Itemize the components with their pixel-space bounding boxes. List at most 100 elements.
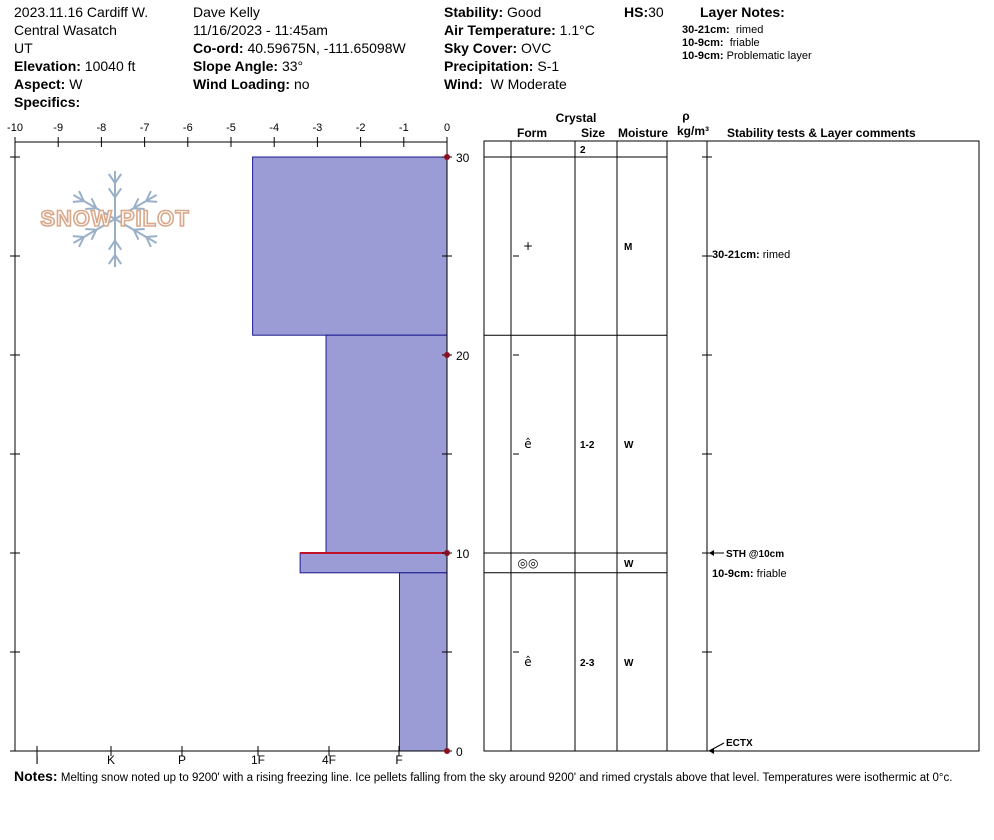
air-temp-value: 1.1°C xyxy=(559,22,595,38)
snowflake-branch xyxy=(72,235,84,238)
profile-title: 2023.11.16 Cardiff W. xyxy=(14,4,149,20)
depth-marker xyxy=(444,550,450,556)
wind-loading-label: Wind Loading: xyxy=(193,76,291,92)
table-frame xyxy=(483,140,980,752)
precip-value: S-1 xyxy=(537,58,560,74)
layer-note-text: Problematic layer xyxy=(726,50,812,62)
snowflake-branch xyxy=(133,207,145,211)
layer-note-text: rimed xyxy=(735,24,764,36)
hs-label: HS: xyxy=(624,4,649,20)
snowflake-branch xyxy=(132,229,140,241)
depth-tick-label: 0 xyxy=(456,745,463,759)
snowflake-arm xyxy=(72,194,116,220)
snowflake-branch xyxy=(85,227,97,231)
snowflake-branch xyxy=(145,236,152,248)
snow-profile-chart: SNOW PILOT -10 -9 -8 -7 -6 -5 -4 -3 -2 -1 0I K P 1F 4F… xyxy=(7,109,980,765)
aspect-row: Aspect: W xyxy=(14,75,82,93)
wind-value: W Moderate xyxy=(490,76,567,92)
layer-note-range: 10-9cm: xyxy=(682,50,724,62)
snowflake-branch xyxy=(114,187,123,198)
snowflake-branch xyxy=(114,240,123,251)
sky-cover-value: OVC xyxy=(521,40,552,56)
snowpilot-logo: SNOW PILOT xyxy=(40,171,189,267)
grain-size: 1-2 xyxy=(580,440,595,451)
top-axis-tick-label: -7 xyxy=(140,122,150,134)
comments-header: Stability tests & Layer comments xyxy=(727,126,916,140)
sky-cover-row: Sky Cover: OVC xyxy=(444,39,551,57)
elevation-row: Elevation: 10040 ft xyxy=(14,57,135,75)
top-axis-tick-label: -1 xyxy=(399,122,409,134)
wind-label: Wind: xyxy=(444,76,483,92)
layer-note-range: 10-9cm: xyxy=(682,37,724,49)
density-unit-header: kg/m³ xyxy=(677,124,709,138)
slope-label: Slope Angle: xyxy=(193,58,279,74)
snowflake-branch xyxy=(145,190,152,202)
top-axis-tick-label: 0 xyxy=(444,122,450,134)
bottom-axis-tick-label: P xyxy=(178,753,186,765)
snowflake-branch xyxy=(146,200,158,203)
bottom-axis-tick-label: F xyxy=(395,753,402,765)
specifics-row: Specifics: xyxy=(14,93,80,111)
grain-size: 2-3 xyxy=(580,658,595,669)
moisture-header: Moisture xyxy=(618,126,668,140)
sky-cover-label: Sky Cover: xyxy=(444,40,518,56)
snowflake-branch xyxy=(114,173,123,184)
grain-form: + xyxy=(523,239,533,253)
top-axis-tick-label: -10 xyxy=(7,122,23,134)
test-arrow-head xyxy=(709,748,714,754)
layer-note: 10-9cm: friable xyxy=(682,37,760,50)
aspect-value: W xyxy=(69,76,83,92)
slope-row: Slope Angle: 33° xyxy=(193,57,303,75)
depth-tick-label: 10 xyxy=(456,547,470,561)
elevation-value: 10040 ft xyxy=(84,58,136,74)
stability-value: Good xyxy=(507,4,542,20)
mountain-range: Central Wasatch xyxy=(14,22,117,38)
snowflake-branch xyxy=(107,254,116,265)
top-axis-tick-label: -6 xyxy=(183,122,193,134)
grain-form: ◎◎ xyxy=(518,556,539,570)
aspect-label: Aspect: xyxy=(14,76,66,92)
snowflake-arm xyxy=(72,218,116,244)
depth-marker xyxy=(444,154,450,160)
snowflake-branch xyxy=(90,229,98,241)
layer-comment: 10-9cm: friable xyxy=(712,568,787,580)
depth-tick-label: 30 xyxy=(456,151,470,165)
notes: Notes: Melting snow noted up to 9200' wi… xyxy=(14,767,989,788)
top-axis-tick-label: -2 xyxy=(356,122,366,134)
layer-comment: 30-21cm: rimed xyxy=(712,249,790,261)
slope-value: 33° xyxy=(281,58,304,74)
size-header: Size xyxy=(581,126,605,140)
bottom-axis-tick-label: K xyxy=(107,753,115,765)
grain-form: ê xyxy=(524,437,531,451)
test-arrow-head xyxy=(709,550,714,556)
snowflake-branch xyxy=(133,227,145,231)
snowflake-branch xyxy=(90,197,98,209)
snowflake-branch xyxy=(78,190,85,202)
layer-note: 10-9cm: Problematic layer xyxy=(682,50,812,63)
precip-label: Precipitation: xyxy=(444,58,534,74)
snowflake-branch xyxy=(146,235,158,238)
depth-marker xyxy=(444,352,450,358)
top-axis-tick-label: -3 xyxy=(313,122,323,134)
crystal-header: Crystal xyxy=(556,111,597,125)
rho-header: ρ xyxy=(682,109,689,123)
top-axis-tick-label: -4 xyxy=(269,122,279,134)
hardness-layer xyxy=(325,334,448,554)
coord-value: 40.59675N, -111.65098W xyxy=(247,40,406,56)
moisture: W xyxy=(624,440,634,451)
coord-row: Co-ord: 40.59675N, -111.65098W xyxy=(193,39,406,57)
hardness-layer xyxy=(252,156,448,336)
bottom-axis-tick-label: I xyxy=(35,753,38,765)
notes-text: Melting snow noted up to 9200' with a ri… xyxy=(60,772,953,784)
layer-notes-title: Layer Notes: xyxy=(700,4,785,20)
grain-form: ê xyxy=(524,655,531,669)
moisture: W xyxy=(624,559,634,570)
snowflake-branch xyxy=(78,236,85,248)
layer-note: 30-21cm: rimed xyxy=(682,24,763,37)
snowflake-arm xyxy=(114,218,158,244)
snowflake-arm xyxy=(114,194,158,220)
state: UT xyxy=(14,40,33,56)
observer-name: Dave Kelly xyxy=(193,4,260,20)
surface-size: 2 xyxy=(580,145,586,156)
coord-label: Co-ord: xyxy=(193,40,244,56)
